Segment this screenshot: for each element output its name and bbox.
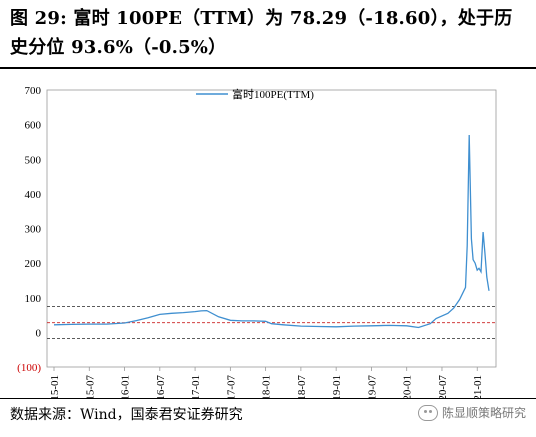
x-tick-label: 16-01 (120, 375, 132, 398)
x-tick-label: 20-07 (437, 375, 449, 398)
x-axis: 15-01 15-07 16-01 16-07 17-01 17-07 18-01 18-07… (49, 367, 484, 398)
x-tick-label: 16-07 (155, 375, 167, 398)
x-tick-label: 15-07 (84, 375, 96, 398)
x-tick-label: 18-07 (296, 375, 308, 398)
y-tick-label: 400 (25, 189, 42, 201)
x-tick-label: 21-01 (472, 375, 484, 398)
legend: 富时100PE(TTM) (196, 87, 314, 101)
x-tick-label: 19-07 (366, 375, 378, 398)
figure-title: 图 29: 富时 100PE（TTM）为 78.29（-18.60），处于历史分… (10, 8, 513, 58)
brand-label: 陈显顺策略研究 (441, 406, 526, 420)
y-tick-label: 300 (25, 224, 42, 236)
x-tick-label: 17-01 (190, 375, 202, 398)
title-divider (0, 67, 536, 69)
plot-area (46, 89, 497, 368)
x-tick-label: 19-01 (331, 375, 343, 398)
series-layer (53, 134, 490, 329)
source-note: 数据来源：Wind，国泰君安证券研究 (10, 407, 243, 423)
x-tick-label: 15-01 (49, 375, 61, 398)
brand-watermark: 陈显顺策略研究 (417, 404, 526, 421)
y-axis: (100) 0 100 200 300 400 500 600 700 (17, 85, 41, 374)
series-line (53, 134, 490, 329)
y-tick-label: 500 (25, 154, 42, 166)
x-tick-label: 18-01 (261, 375, 273, 398)
y-tick-label: 0 (36, 327, 42, 339)
x-tick-label: 20-01 (402, 375, 414, 398)
y-tick-label: (100) (17, 362, 41, 374)
y-tick-label: 200 (25, 258, 42, 270)
footer-divider (0, 398, 536, 399)
y-tick-label: 700 (25, 85, 42, 97)
legend-label: 富时100PE(TTM) (232, 87, 314, 101)
pe-line-chart: (100) 0 100 200 300 400 500 600 700 15-01 15-07 16… (17, 85, 497, 398)
y-tick-label: 600 (25, 120, 42, 132)
x-tick-label: 17-07 (225, 375, 237, 398)
wechat-icon (417, 404, 438, 421)
y-tick-label: 100 (25, 293, 42, 305)
